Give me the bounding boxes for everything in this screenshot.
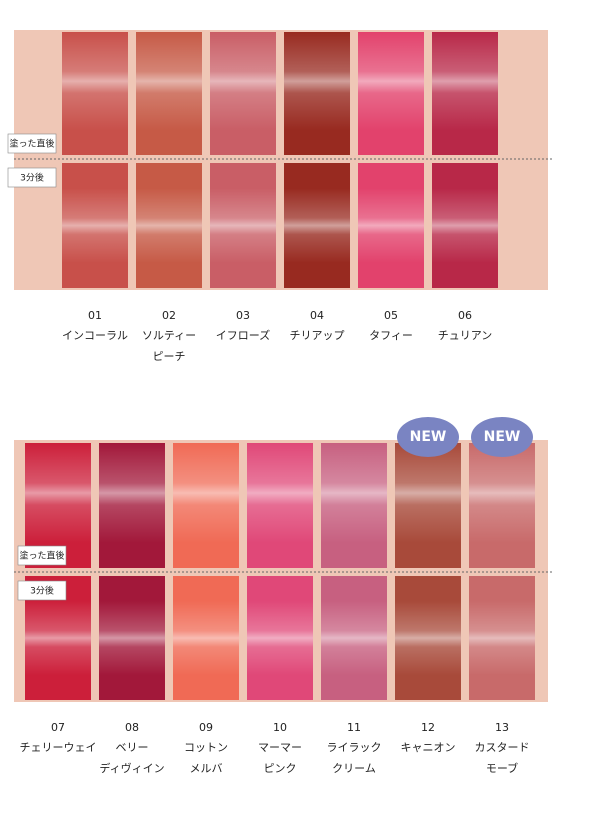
swatch-name: チュリアン: [438, 329, 493, 342]
swatch-gloss: [247, 443, 313, 543]
swatch-name: タフィー: [369, 329, 413, 342]
state-label: 塗った直後: [19, 550, 64, 562]
swatch-gloss: [62, 188, 128, 263]
swatch-gloss: [321, 600, 387, 676]
swatch-gloss: [99, 600, 165, 676]
swatch-name: ライラック: [327, 741, 382, 754]
swatch-number: 02: [162, 309, 176, 322]
swatch-number: 13: [495, 721, 509, 734]
state-label: 塗った直後: [9, 138, 54, 150]
swatch-name: ソルティー: [142, 329, 196, 342]
swatch-name: モーブ: [486, 761, 518, 775]
state-label-box: [7, 133, 57, 154]
swatch-gloss: [25, 600, 91, 676]
swatch-name: インコーラル: [62, 329, 128, 342]
swatch-name: メルバ: [190, 762, 223, 775]
swatch-number: 09: [199, 721, 213, 734]
swatch-gloss: [136, 188, 202, 263]
swatch-gloss: [173, 600, 239, 676]
swatch-gloss: [321, 443, 387, 543]
swatch-number: 01: [88, 309, 102, 322]
swatch-gloss: [25, 443, 91, 543]
swatch-number: 12: [421, 721, 435, 734]
swatch-gloss: [358, 32, 424, 131]
swatch-name: マーマー: [258, 741, 302, 754]
swatch-number: 11: [347, 721, 361, 734]
new-badge-text: NEW: [484, 429, 521, 445]
swatch-number: 03: [236, 309, 250, 322]
swatch-name: カスタード: [475, 741, 530, 754]
swatch-name: チェリーウェイ: [20, 741, 97, 754]
swatch-gloss: [284, 32, 350, 131]
state-label: 3分後: [30, 585, 54, 597]
swatch-number: 05: [384, 309, 398, 322]
swatch-number: 04: [310, 309, 324, 322]
swatch-gloss: [469, 443, 535, 543]
swatch-number: 08: [125, 721, 139, 734]
swatch-gloss: [247, 600, 313, 676]
swatch-name: ベリー: [116, 741, 149, 754]
swatch-name: キャニオン: [401, 741, 456, 754]
state-label-box: [17, 580, 67, 601]
state-label-box: [7, 167, 57, 188]
new-badge: [471, 417, 533, 457]
swatch-name: イフローズ: [216, 328, 270, 342]
swatch-gloss: [432, 32, 498, 131]
swatch-gloss: [210, 32, 276, 131]
swatch-name: ピンク: [264, 762, 297, 775]
swatch-name: ピーチ: [153, 350, 186, 363]
state-label: 3分後: [20, 172, 44, 184]
state-label-box: [17, 545, 67, 566]
new-badge-text: NEW: [410, 429, 447, 445]
swatch-gloss: [136, 32, 202, 131]
swatch-number: 06: [458, 309, 472, 322]
swatch-gloss: [173, 443, 239, 543]
swatch-name: コットン: [184, 741, 228, 754]
swatch-gloss: [432, 188, 498, 263]
swatch-number: 07: [51, 721, 65, 734]
swatch-number: 10: [273, 721, 287, 734]
swatch-name: ディヴィイン: [99, 761, 164, 775]
swatch-gloss: [358, 188, 424, 263]
swatch-gloss: [395, 443, 461, 543]
swatch-gloss: [210, 188, 276, 263]
swatch-gloss: [62, 32, 128, 131]
swatch-gloss: [395, 600, 461, 676]
swatch-name: クリーム: [332, 762, 376, 775]
swatch-gloss: [469, 600, 535, 676]
swatch-name: チリアップ: [290, 329, 345, 342]
new-badge: [397, 417, 459, 457]
swatch-gloss: [99, 443, 165, 543]
swatch-gloss: [284, 188, 350, 263]
